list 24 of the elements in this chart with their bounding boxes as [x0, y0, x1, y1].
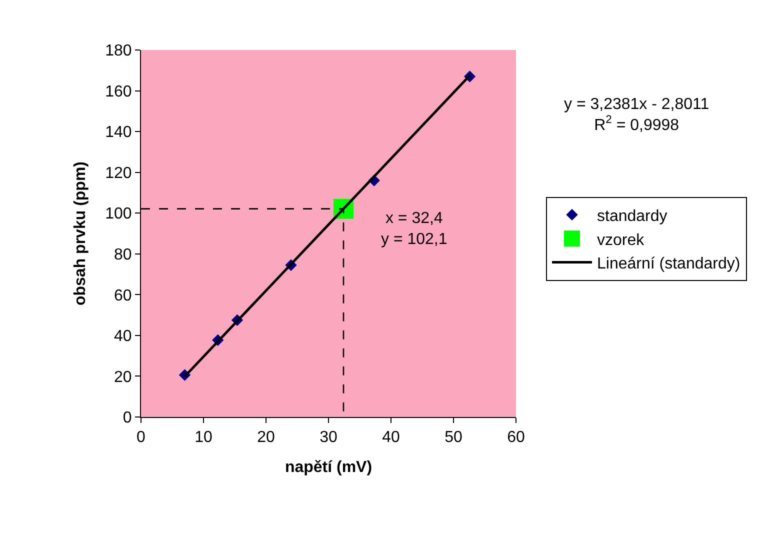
y-tick-label: 180 [105, 42, 132, 60]
y-tick-label: 140 [105, 124, 132, 142]
text: y = 3,2381x - 2,8011 R$^{2}$ = 0,9998 [564, 96, 710, 134]
x-tick-label: 50 [444, 429, 462, 446]
annotation: x = 32,4 y = 102,1 [381, 210, 448, 248]
y-tick-label: 60 [114, 287, 132, 304]
x-tick-label: 40 [382, 429, 400, 446]
y-tick-label: 100 [105, 206, 132, 223]
x-axis-title: napětí (mV) [284, 458, 372, 476]
y-tick-label: 160 [105, 83, 132, 100]
x-tick-label: 10 [194, 429, 212, 446]
y-tick-label: 20 [114, 368, 132, 386]
legend-label: vzorek [597, 232, 646, 249]
y-axis-title: obsah prvku (ppm) [72, 161, 89, 306]
y-tick-label: 80 [114, 246, 132, 264]
x-tick-label: 30 [320, 429, 338, 446]
y-tick-label: 120 [105, 164, 132, 182]
y-tick-label: 40 [114, 328, 132, 346]
legend-label: Lineární (standardy) [597, 256, 740, 273]
x-tick-label: 20 [257, 429, 275, 446]
x-tick-label: 60 [507, 429, 525, 446]
legend-label: standardy [597, 208, 668, 225]
y-tick-label: 0 [122, 410, 132, 427]
x-tick-label: 0 [136, 429, 146, 446]
